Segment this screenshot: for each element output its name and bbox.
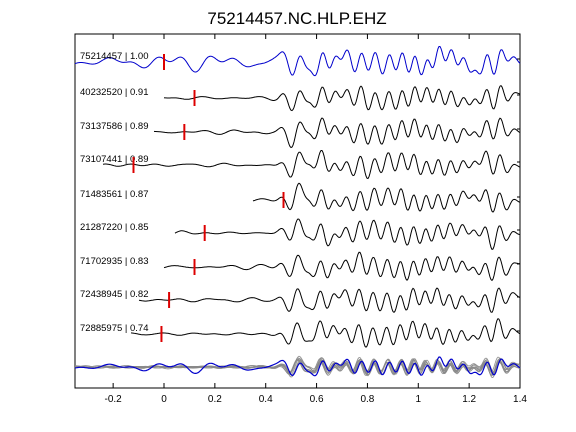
x-tick-label: 1.4	[513, 394, 527, 405]
x-tick-label: 0.6	[310, 394, 324, 405]
trace-label: 75214457 | 1.00	[80, 51, 149, 62]
trace-line	[102, 150, 521, 180]
trace-label: 71483561 | 0.87	[80, 189, 149, 200]
x-axis-ticks: -0.2 0 0.2 0.4 0.6 0.8 1 1.2 1.4	[105, 34, 527, 405]
x-tick-label: -0.2	[105, 394, 123, 405]
trace-label: 73137586 | 0.89	[80, 121, 149, 132]
trace-label: 21287220 | 0.85	[80, 222, 149, 233]
trace-line	[163, 251, 520, 282]
chart-title: 75214457.NC.HLP.EHZ	[207, 9, 386, 28]
trace-label: 72438945 | 0.82	[80, 289, 149, 300]
trace-label: 71702935 | 0.83	[80, 256, 149, 267]
x-tick-label: 0	[161, 394, 167, 405]
trace-line	[174, 218, 521, 250]
trace-line	[163, 84, 521, 112]
overlay-trace	[74, 356, 521, 377]
trace-line	[252, 182, 521, 213]
trace-group: 75214457 | 1.00 40232520 | 0.91 73137586 |…	[74, 46, 521, 378]
trace-line	[130, 318, 521, 348]
trace-line	[138, 287, 521, 313]
x-tick-label: 1	[416, 394, 422, 405]
trace-label: 40232520 | 0.91	[80, 87, 149, 98]
trace-line	[74, 46, 521, 77]
x-tick-label: 1.2	[462, 394, 476, 405]
trace-label: 72885975 | 0.74	[80, 323, 149, 334]
x-tick-label: 0.4	[259, 394, 273, 405]
x-tick-label: 0.2	[208, 394, 222, 405]
trace-label: 73107441 | 0.89	[80, 154, 149, 165]
trace-line	[153, 117, 521, 149]
x-tick-label: 0.8	[360, 394, 374, 405]
plot-frame	[74, 33, 521, 389]
